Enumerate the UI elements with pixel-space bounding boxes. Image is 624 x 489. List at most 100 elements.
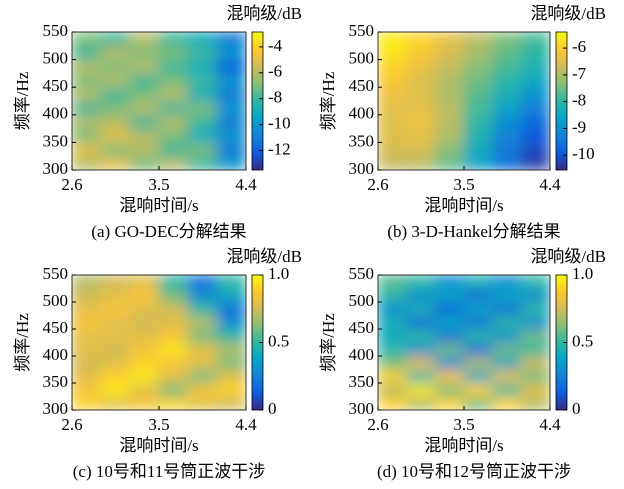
heatmap-cell (520, 114, 550, 130)
y-tick-label: 350 (349, 131, 375, 150)
heatmap-cell (158, 141, 189, 157)
heatmap-cell (406, 382, 436, 397)
heatmap-cell (463, 382, 494, 397)
y-tick-label: 300 (349, 159, 375, 178)
heatmap-cell (187, 141, 218, 157)
heatmap-cells (72, 32, 246, 170)
heatmap-cell (378, 396, 408, 410)
heatmap-cell (216, 275, 246, 289)
heatmap-cell (434, 114, 465, 130)
heatmap-cell (72, 155, 102, 170)
heatmap-cell (72, 355, 102, 370)
heatmap-cell (492, 128, 522, 143)
heatmap-cell (492, 328, 522, 343)
heatmap-cell (129, 100, 160, 116)
y-axis-label: 频率/Hz (319, 71, 338, 130)
heatmap-cell (72, 86, 102, 102)
heatmap-cell (100, 155, 131, 170)
heatmap (378, 275, 550, 410)
x-tick-label: 4.4 (539, 415, 561, 434)
heatmap-cell (100, 342, 131, 357)
colorbar (251, 31, 264, 171)
colorbar (555, 31, 568, 171)
heatmap-cell (520, 328, 550, 343)
heatmap-cell (434, 355, 465, 370)
heatmap-cell (520, 128, 550, 143)
heatmap-cell (463, 141, 494, 157)
heatmap-cell (378, 355, 408, 370)
heatmap-cell (158, 382, 189, 397)
heatmap (378, 32, 550, 170)
heatmap-cell (129, 369, 160, 384)
x-tick-label: 4.4 (235, 415, 257, 434)
heatmap-cell (100, 396, 131, 410)
heatmap-cell (72, 32, 102, 47)
y-tick-label: 350 (43, 131, 69, 150)
heatmap-cell (492, 382, 522, 397)
heatmap-cell (492, 114, 522, 130)
heatmap-cell (129, 59, 160, 74)
heatmap-cell (158, 114, 189, 130)
heatmap-cell (520, 342, 550, 357)
x-tick-label: 2.6 (61, 175, 82, 194)
heatmap-cell (72, 100, 102, 116)
heatmap-cell (216, 288, 246, 303)
heatmap-cell (463, 59, 494, 74)
heatmap-cell (520, 355, 550, 370)
y-tick-label: 500 (349, 291, 375, 310)
heatmap-cell (129, 342, 160, 357)
heatmap-cell (406, 369, 436, 384)
heatmap-cell (158, 59, 189, 74)
colorbar-tick-label: 0 (572, 399, 581, 418)
heatmap-cell (520, 32, 550, 47)
heatmap-cell (492, 315, 522, 330)
colorbar-tick-label: -12 (268, 139, 291, 158)
colorbar-tick-label: 0 (268, 399, 277, 418)
heatmap-cell (129, 288, 160, 303)
heatmap-cell (463, 128, 494, 143)
heatmap-cell (492, 45, 522, 61)
x-tick-label: 4.4 (235, 175, 257, 194)
heatmap-cell (216, 155, 246, 170)
heatmap-cell (72, 369, 102, 384)
heatmap-cell (463, 342, 494, 357)
heatmap-cell (187, 128, 218, 143)
colorbar-tick-label: 1.0 (572, 264, 593, 283)
heatmap-cell (100, 355, 131, 370)
colorbar-tick-label: -4 (268, 36, 283, 55)
heatmap-cell (187, 72, 218, 88)
heatmap-cell (216, 342, 246, 357)
heatmap-cell (434, 328, 465, 343)
heatmap-cell (434, 72, 465, 88)
heatmap-cell (406, 328, 436, 343)
heatmap-cell (434, 141, 465, 157)
x-tick-label: 3.5 (453, 175, 474, 194)
heatmap-cell (129, 114, 160, 130)
y-tick-label: 300 (43, 399, 69, 418)
heatmap-cell (72, 315, 102, 330)
heatmap-cell (520, 288, 550, 303)
heatmap-cell (378, 86, 408, 102)
heatmap-cell (492, 396, 522, 410)
heatmap-cell (187, 382, 218, 397)
heatmap-cell (378, 45, 408, 61)
x-axis-label: 混响时间/s (424, 196, 503, 215)
heatmap-cell (100, 128, 131, 143)
heatmap-cell (158, 355, 189, 370)
heatmap-cell (129, 396, 160, 410)
heatmap-cell (520, 382, 550, 397)
heatmap-cell (406, 100, 436, 116)
heatmap-cell (129, 128, 160, 143)
heatmap-cell (216, 355, 246, 370)
heatmap-cell (216, 86, 246, 102)
heatmap-cell (520, 315, 550, 330)
heatmap-cell (434, 155, 465, 170)
heatmap-cell (72, 275, 102, 289)
y-tick-label: 350 (349, 372, 375, 391)
heatmap-cell (463, 155, 494, 170)
x-axis-label: 混响时间/s (424, 436, 503, 455)
y-tick-label: 550 (43, 21, 69, 40)
heatmap-cell (158, 288, 189, 303)
y-tick-label: 500 (43, 49, 69, 68)
y-tick-label: 400 (43, 345, 69, 364)
